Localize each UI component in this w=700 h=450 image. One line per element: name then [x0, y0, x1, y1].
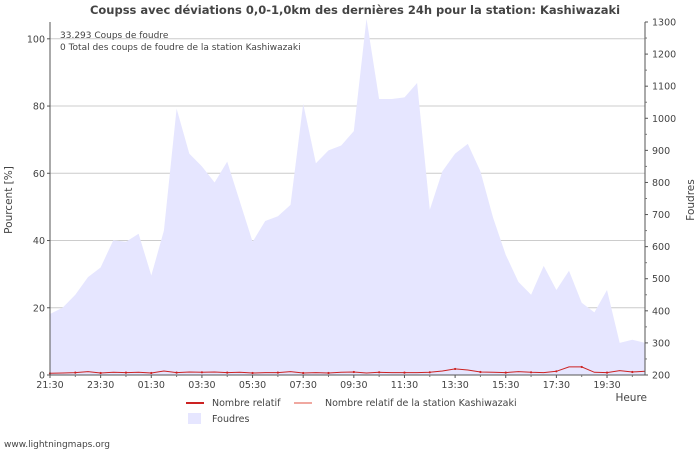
foudres-area-layer [50, 18, 645, 376]
data-point [352, 370, 355, 374]
data-point [276, 371, 279, 374]
data-point [99, 371, 102, 375]
series-line-relative [49, 366, 646, 374]
x-tick-label: 19:30 [593, 380, 620, 391]
data-point [327, 371, 330, 375]
x-tick-label: 05:30 [239, 380, 266, 391]
y-tick-label-right: 800 [652, 178, 670, 189]
y-tick-label-left: 0 [39, 371, 45, 382]
chart-title: Coupss avec déviations 0,0-1,0km des der… [90, 3, 620, 17]
y-tick-label-left: 80 [33, 102, 45, 113]
x-tick-label: 15:30 [492, 380, 519, 391]
data-point [580, 365, 583, 369]
data-point [605, 371, 609, 374]
data-point [175, 371, 178, 374]
series-area-foudres [50, 18, 645, 376]
data-point [428, 371, 431, 374]
x-axis-label: Heure [615, 392, 647, 404]
x-tick-label: 01:30 [138, 380, 165, 391]
data-point [74, 371, 77, 374]
footer-credit: www.lightningmaps.org [4, 440, 110, 450]
data-point [454, 367, 457, 371]
y-axis-right-label: Foudres [685, 179, 697, 220]
data-point [200, 371, 204, 374]
y-tick-label-right: 200 [652, 371, 670, 382]
y-tick-label-left: 100 [27, 34, 45, 45]
y-tick-label-right: 600 [652, 242, 670, 253]
data-point [226, 371, 229, 374]
y-tick-label-left: 60 [33, 169, 45, 180]
x-tick-label: 17:30 [543, 380, 570, 391]
y-tick-label-left: 40 [33, 236, 45, 247]
y-tick-label-left: 20 [33, 303, 45, 314]
data-point [631, 370, 634, 374]
legend-swatch-foudres [188, 413, 201, 424]
x-tick-label: 09:30 [340, 380, 367, 391]
right-axis-ticks: 200 300 400 500 600 700 800 900 1000 1100 1200 1300 [645, 18, 676, 382]
data-point [302, 371, 305, 375]
x-tick-label: 23:30 [87, 380, 114, 391]
data-point [403, 371, 406, 374]
y-tick-label-right: 700 [652, 210, 670, 221]
x-tick-label: 21:30 [36, 380, 63, 391]
data-point [529, 371, 533, 374]
y-axis-left-label: Pourcent [%] [3, 166, 15, 234]
y-tick-label-right: 500 [652, 274, 670, 285]
info-line-strikes: 33.293 Coups de foudre [60, 31, 169, 41]
x-tick-label: 03:30 [188, 380, 215, 391]
y-tick-label-right: 300 [652, 338, 670, 349]
y-tick-label-right: 1300 [652, 18, 676, 29]
y-tick-label-right: 1200 [652, 50, 676, 61]
x-tick-label: 13:30 [441, 380, 468, 391]
data-point [479, 370, 482, 374]
data-point [378, 371, 381, 374]
y-tick-label-right: 400 [652, 306, 670, 317]
data-point [124, 371, 128, 374]
left-axis-ticks: 0 20 40 60 80 100 [27, 34, 50, 382]
y-tick-label-right: 1000 [652, 114, 676, 125]
info-line-station-total: 0 Total des coups de foudre de la statio… [60, 43, 301, 53]
data-point [555, 370, 558, 373]
legend: Nombre relatif Nombre relatif de la stat… [186, 398, 517, 425]
x-axis-ticks: 21:30 23:30 01:30 03:30 05:30 07:30 09:30 11:30… [36, 375, 633, 391]
legend-label-foudres: Foudres [212, 414, 250, 425]
x-tick-label: 07:30 [289, 380, 316, 391]
y-tick-label-right: 1100 [652, 82, 676, 93]
legend-label-station-relative: Nombre relatif de la station Kashiwazaki [325, 398, 517, 409]
data-point [504, 371, 507, 374]
legend-label-relative: Nombre relatif [212, 398, 281, 409]
data-point [150, 371, 153, 375]
x-tick-label: 11:30 [391, 380, 418, 391]
data-point [251, 371, 254, 375]
y-tick-label-right: 900 [652, 146, 670, 157]
